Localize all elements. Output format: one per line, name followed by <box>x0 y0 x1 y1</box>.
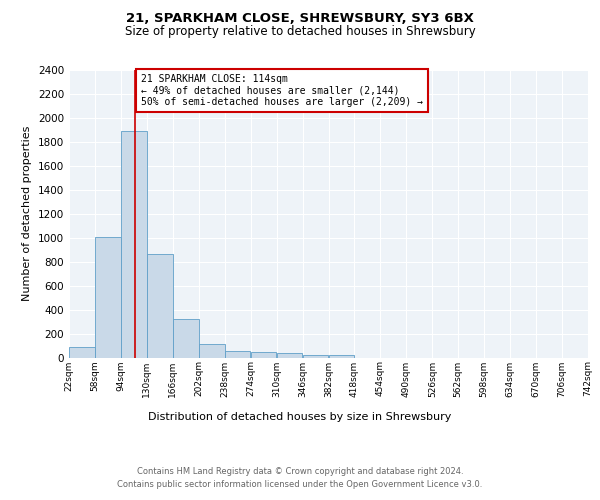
Y-axis label: Number of detached properties: Number of detached properties <box>22 126 32 302</box>
Text: 21 SPARKHAM CLOSE: 114sqm
← 49% of detached houses are smaller (2,144)
50% of se: 21 SPARKHAM CLOSE: 114sqm ← 49% of detac… <box>141 74 423 107</box>
Bar <box>329 355 354 358</box>
Bar <box>147 254 173 358</box>
Bar <box>69 346 95 358</box>
Text: Contains HM Land Registry data © Crown copyright and database right 2024.
Contai: Contains HM Land Registry data © Crown c… <box>118 468 482 489</box>
Bar <box>251 352 277 358</box>
Bar <box>303 355 328 358</box>
Bar <box>225 351 250 358</box>
Text: Size of property relative to detached houses in Shrewsbury: Size of property relative to detached ho… <box>125 25 475 38</box>
Bar <box>199 344 224 357</box>
Bar <box>95 236 121 358</box>
Bar <box>173 319 199 358</box>
Bar <box>277 354 302 358</box>
Bar <box>121 131 146 358</box>
Text: Distribution of detached houses by size in Shrewsbury: Distribution of detached houses by size … <box>148 412 452 422</box>
Text: 21, SPARKHAM CLOSE, SHREWSBURY, SY3 6BX: 21, SPARKHAM CLOSE, SHREWSBURY, SY3 6BX <box>126 12 474 26</box>
